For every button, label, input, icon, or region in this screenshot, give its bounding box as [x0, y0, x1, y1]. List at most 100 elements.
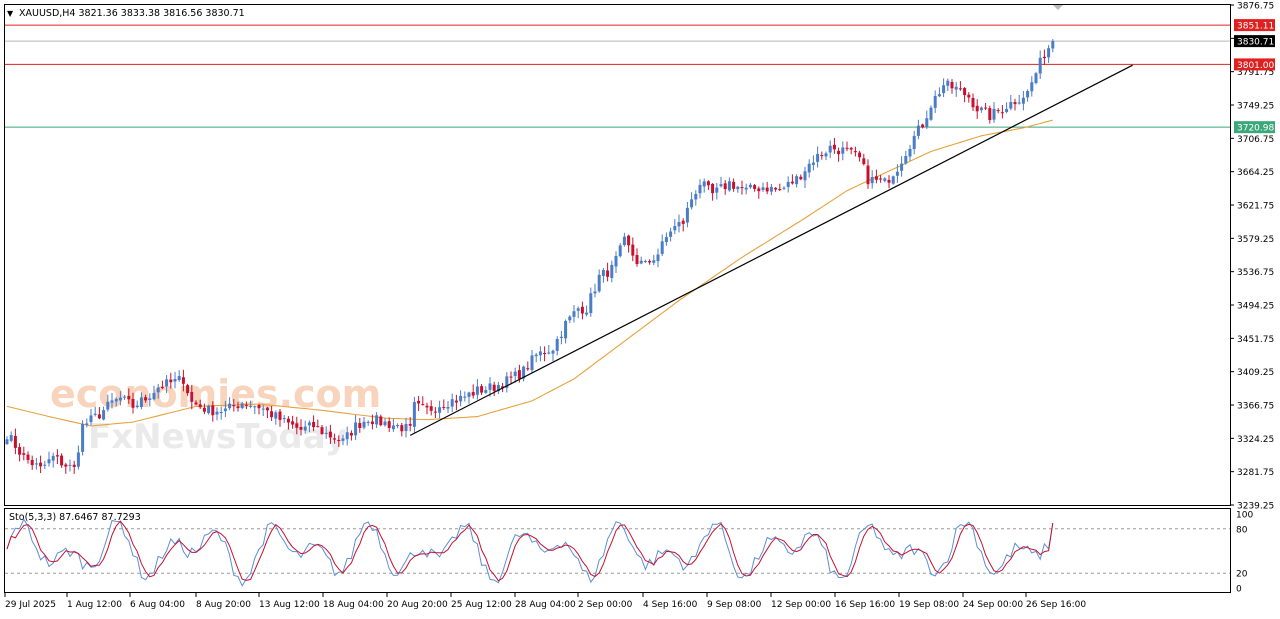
candle-body	[732, 181, 736, 189]
candle-body	[459, 395, 463, 402]
candle	[81, 420, 85, 456]
candle-body	[538, 351, 542, 356]
candle-body	[89, 415, 93, 423]
candle	[459, 390, 463, 407]
candle	[496, 381, 500, 395]
candle-body	[1030, 82, 1034, 92]
candle-body	[379, 416, 383, 426]
candle	[585, 305, 589, 317]
candle	[400, 422, 404, 437]
candle-body	[425, 405, 429, 408]
candle	[761, 182, 765, 192]
y-tick-label: 3749.25	[1237, 102, 1274, 112]
candle-body	[341, 438, 345, 441]
candle-body	[228, 403, 232, 409]
x-tick-label: 19 Sep 08:00	[899, 600, 959, 610]
candle	[559, 330, 563, 345]
x-tick-label: 9 Sep 08:00	[707, 600, 762, 610]
candle	[891, 175, 895, 185]
candle-body	[366, 421, 370, 423]
candle	[177, 370, 181, 382]
candle-body	[677, 222, 681, 227]
candle	[362, 416, 366, 430]
candle	[127, 388, 131, 404]
candle	[799, 174, 803, 181]
candle-body	[555, 338, 559, 351]
candle-body	[505, 376, 509, 388]
candle	[816, 146, 820, 168]
candle-body	[429, 406, 433, 411]
price-label-bg	[1234, 19, 1275, 32]
candle	[131, 392, 135, 414]
chart-shift-marker-icon[interactable]	[1053, 5, 1063, 10]
candle	[333, 433, 337, 444]
candle-body	[992, 108, 996, 120]
candle	[652, 254, 656, 266]
watermark-economies: economies.com	[50, 372, 381, 416]
candle-body	[102, 410, 106, 420]
candle-body	[312, 421, 316, 428]
candle	[232, 399, 236, 412]
candle-body	[165, 379, 169, 387]
candle	[660, 234, 664, 256]
candle	[1034, 71, 1038, 85]
candle	[93, 406, 97, 417]
candle-body	[534, 354, 538, 357]
candle-body	[1034, 73, 1038, 83]
candle	[681, 218, 685, 232]
candle	[383, 418, 387, 427]
candle	[505, 372, 509, 393]
candle-body	[757, 188, 761, 192]
symbol-dropdown-icon[interactable]: ▼	[7, 9, 14, 18]
candle-body	[362, 421, 366, 428]
candle	[870, 170, 874, 189]
candle-body	[799, 176, 803, 180]
candle	[408, 417, 412, 432]
candle	[295, 416, 299, 435]
candle	[946, 78, 950, 92]
candle-body	[643, 260, 647, 262]
candle-body	[1009, 101, 1013, 109]
price-label-support: 3720.98	[1237, 124, 1274, 134]
candle	[39, 455, 43, 474]
candle	[1021, 90, 1025, 111]
y-tick-label: 3409.25	[1237, 368, 1274, 378]
candle	[396, 423, 400, 429]
candle	[597, 269, 601, 293]
candle-body	[774, 187, 778, 190]
candle	[328, 424, 332, 444]
candle-body	[278, 411, 282, 420]
y-tick-label: 3494.25	[1237, 302, 1274, 312]
candle-body	[253, 406, 257, 408]
candle	[173, 371, 177, 389]
candle-body	[996, 110, 1000, 112]
candle-body	[1021, 97, 1025, 104]
candle	[925, 110, 929, 130]
candle-body	[564, 321, 568, 339]
candle-body	[60, 455, 64, 466]
candle-body	[186, 385, 190, 394]
candle-body	[627, 235, 631, 246]
candle	[832, 138, 836, 154]
candle	[282, 415, 286, 423]
candle-body	[925, 118, 929, 127]
candle	[912, 130, 916, 155]
candle-body	[979, 107, 983, 111]
candle	[963, 86, 967, 103]
candle-body	[442, 406, 446, 408]
stoch-panel-frame	[4, 508, 1231, 593]
candle-body	[719, 184, 723, 187]
candle	[908, 144, 912, 161]
candle	[706, 180, 710, 190]
candle	[1000, 105, 1004, 119]
candle	[992, 102, 996, 123]
candle-body	[870, 177, 874, 184]
candle	[732, 178, 736, 192]
candle	[215, 407, 219, 421]
candle-body	[648, 260, 652, 263]
y-tick-label: 3579.25	[1237, 235, 1274, 245]
candle-body	[606, 270, 610, 277]
candle-body	[412, 402, 416, 427]
candle	[307, 420, 311, 433]
